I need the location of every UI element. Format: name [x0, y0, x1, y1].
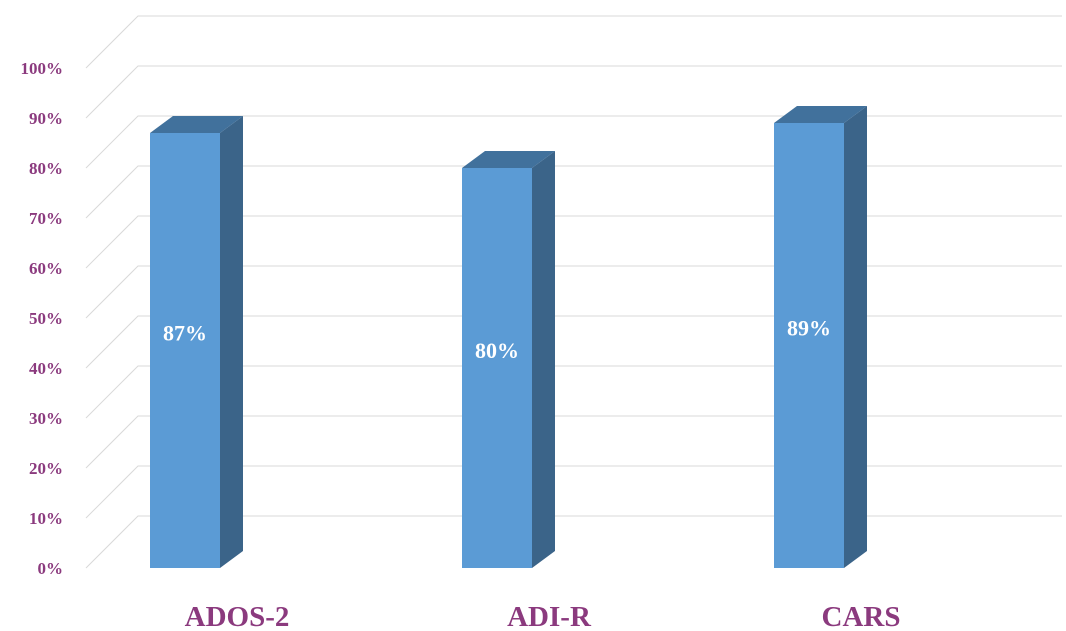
data-label: 89% [787, 316, 831, 341]
gridline [85, 115, 1062, 169]
gridline [85, 65, 1062, 119]
y-tick-label: 10% [29, 509, 63, 528]
data-label: 87% [163, 321, 207, 346]
bars: 87% 80% 89% [150, 106, 867, 568]
gridline [85, 415, 1062, 469]
bar-top [150, 116, 243, 133]
bar-front [462, 168, 532, 568]
x-axis-ticks: ADOS-2 ADI-R CARS [185, 601, 901, 631]
x-tick-label: CARS [822, 601, 901, 631]
gridline [85, 315, 1062, 369]
gridline [85, 365, 1062, 419]
y-tick-label: 70% [29, 209, 63, 228]
bar-side [844, 106, 867, 568]
bar-front [150, 133, 220, 568]
gridline [85, 515, 1062, 569]
gridline [85, 465, 1062, 519]
y-tick-label: 90% [29, 109, 63, 128]
data-label: 80% [475, 338, 519, 363]
y-tick-label: 50% [29, 309, 63, 328]
y-tick-label: 30% [29, 409, 63, 428]
y-tick-label: 40% [29, 359, 63, 378]
bar-top [462, 151, 555, 168]
y-tick-label: 60% [29, 259, 63, 278]
bar-top [774, 106, 867, 123]
gridline [85, 265, 1062, 319]
bar-side [220, 116, 243, 568]
grid-layer [85, 15, 1062, 569]
x-tick-label: ADI-R [507, 601, 592, 631]
bar-side [532, 151, 555, 568]
gridline [85, 215, 1062, 269]
y-tick-label: 80% [29, 159, 63, 178]
gridline [85, 165, 1062, 219]
bar-front [774, 123, 844, 568]
bar-adi-r: 80% [462, 151, 555, 568]
y-axis-ticks: 0% 10% 20% 30% 40% 50% 60% 70% 80% 90% 100% [21, 59, 64, 578]
y-tick-label: 20% [29, 459, 63, 478]
y-tick-label: 0% [38, 559, 64, 578]
x-tick-label: ADOS-2 [185, 601, 290, 631]
bar-cars: 89% [774, 106, 867, 568]
gridline [85, 15, 1062, 69]
y-tick-label: 100% [21, 59, 64, 78]
bar-ados-2: 87% [150, 116, 243, 568]
